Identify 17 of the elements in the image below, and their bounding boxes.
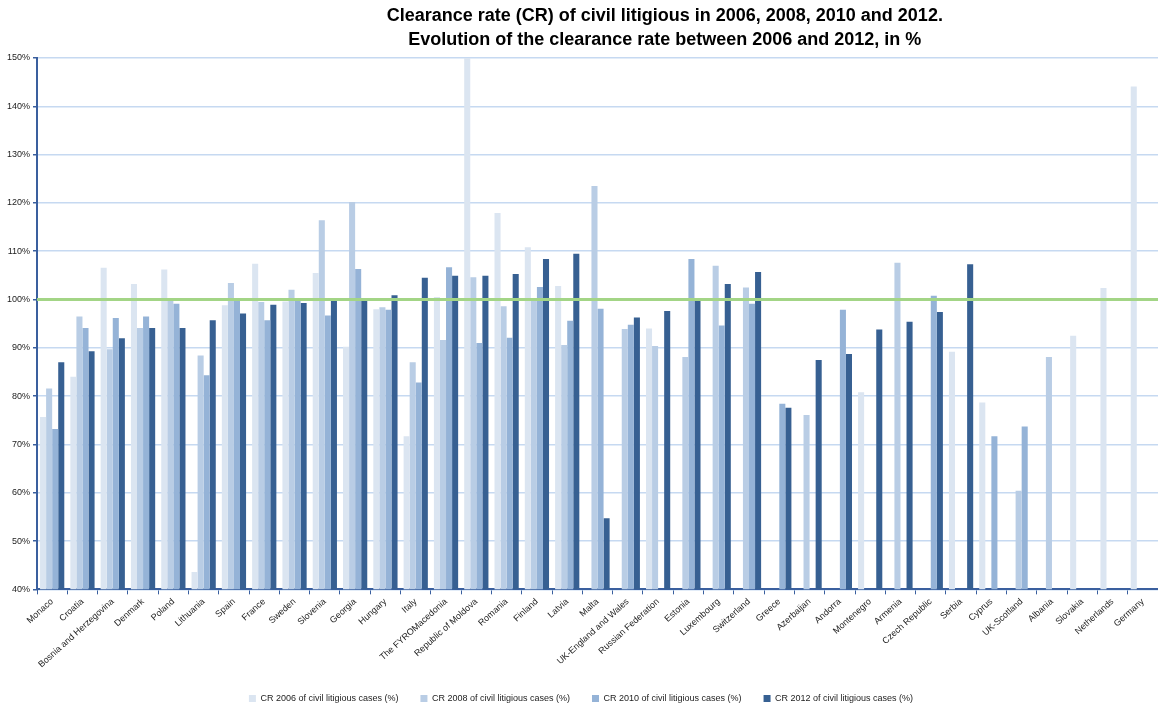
y-tick-label: 40% (12, 583, 31, 594)
legend-label: CR 2008 of civil litigious cases (%) (431, 692, 571, 703)
y-tick-label: 120% (6, 197, 31, 208)
y-tick-label: 60% (12, 487, 31, 498)
y-tick-label: 140% (6, 100, 31, 111)
y-tick-label: 110% (7, 245, 31, 256)
y-tick-label: 80% (12, 390, 31, 401)
y-tick-label: 50% (12, 535, 31, 546)
y-tick-label: 70% (12, 438, 31, 449)
legend-label: CR 2006 of civil litigious cases (%) (260, 692, 399, 703)
y-tick-label: 150% (6, 52, 31, 63)
legend-label: CR 2010 of civil litigious cases (%) (603, 692, 742, 703)
legend-label: CR 2012 of civil litigious cases (%) (775, 692, 914, 703)
y-tick-label: 100% (6, 294, 31, 305)
y-tick-label: 130% (6, 149, 31, 160)
chart-title: Clearance rate (CR) of civil litigious in 2006, 2008, 2010 and 2012. Evolution of the clearance rate between 2006 and 2012, in % (386, 4, 943, 49)
y-tick-label: 90% (12, 342, 31, 353)
